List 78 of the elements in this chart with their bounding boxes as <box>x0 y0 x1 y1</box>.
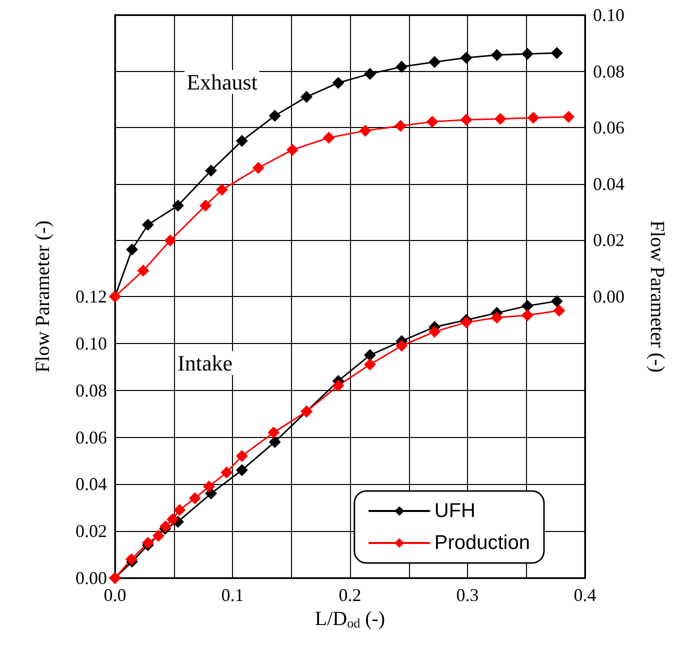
point <box>550 47 563 59</box>
point <box>490 312 503 324</box>
point <box>220 466 233 478</box>
point <box>174 504 186 516</box>
point <box>268 110 281 122</box>
point <box>550 295 563 308</box>
point <box>300 90 313 103</box>
point <box>268 436 281 448</box>
point <box>521 309 534 322</box>
y-tick-label: 0.04 <box>76 474 107 494</box>
point <box>332 76 344 89</box>
point <box>428 326 441 338</box>
point <box>252 162 264 174</box>
point <box>160 520 172 532</box>
x-tick-label: 0.4 <box>574 585 596 605</box>
y-tick-label: 0.06 <box>76 427 107 448</box>
point <box>126 243 138 256</box>
x-tick-label: 0.3 <box>456 585 479 605</box>
point <box>164 234 176 246</box>
y2-tick-label: 0.10 <box>593 5 624 25</box>
point <box>364 68 376 80</box>
point <box>125 553 138 566</box>
point <box>562 110 575 123</box>
point <box>188 492 201 504</box>
point <box>203 480 215 493</box>
point <box>142 218 154 231</box>
x-tick-label: 0.2 <box>338 585 362 605</box>
point <box>428 56 441 68</box>
point <box>199 200 212 212</box>
point <box>494 112 506 125</box>
y-tick-label: 0.02 <box>76 521 107 542</box>
y2-tick-label: 0.00 <box>593 286 624 306</box>
point <box>364 349 376 362</box>
point <box>460 316 472 328</box>
legend-label: Production <box>434 532 530 554</box>
annotation: Exhaust <box>186 70 258 94</box>
point <box>332 380 344 392</box>
point <box>521 300 534 312</box>
point <box>364 358 376 371</box>
y-tick-label: 0.00 <box>76 568 107 588</box>
point <box>527 112 540 124</box>
y-tick-label: 0.12 <box>76 286 107 306</box>
x-axis-title: L/Dod (-) <box>314 608 386 630</box>
point <box>268 426 280 439</box>
y-tick-label: 0.10 <box>76 333 107 354</box>
point <box>142 536 154 549</box>
point <box>152 530 164 542</box>
point <box>172 200 184 212</box>
y2-tick-label: 0.08 <box>593 61 624 82</box>
point <box>322 132 335 144</box>
point <box>460 52 472 64</box>
y2-axis-title: Flow Parameter (-) <box>646 220 668 373</box>
y2-tick-label: 0.06 <box>593 118 624 138</box>
y2-tick-label: 0.02 <box>593 230 624 250</box>
point <box>359 124 372 137</box>
y-axis-title: Flow Parameter (-) <box>32 220 54 373</box>
point <box>396 60 408 73</box>
annotation: Intake <box>178 350 232 376</box>
point <box>137 264 150 277</box>
point <box>396 340 408 352</box>
y2-tick-label: 0.04 <box>593 174 624 194</box>
x-tick-label: 0.1 <box>221 585 244 605</box>
point <box>204 164 217 177</box>
point <box>394 120 407 132</box>
legend-label: UFH <box>434 500 476 522</box>
point <box>236 134 248 147</box>
x-tick-label: 0.0 <box>104 585 126 605</box>
point <box>460 114 472 126</box>
point <box>216 184 228 196</box>
point <box>490 48 503 61</box>
point <box>553 304 566 317</box>
point <box>166 513 179 526</box>
point <box>236 464 248 476</box>
point <box>236 450 248 462</box>
y-tick-label: 0.08 <box>76 380 107 400</box>
point <box>521 48 534 60</box>
point <box>286 144 298 156</box>
point <box>426 116 438 128</box>
